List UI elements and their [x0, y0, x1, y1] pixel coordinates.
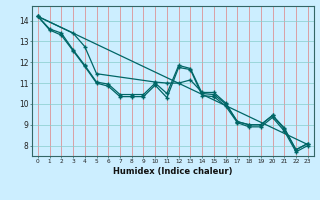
X-axis label: Humidex (Indice chaleur): Humidex (Indice chaleur) — [113, 167, 233, 176]
